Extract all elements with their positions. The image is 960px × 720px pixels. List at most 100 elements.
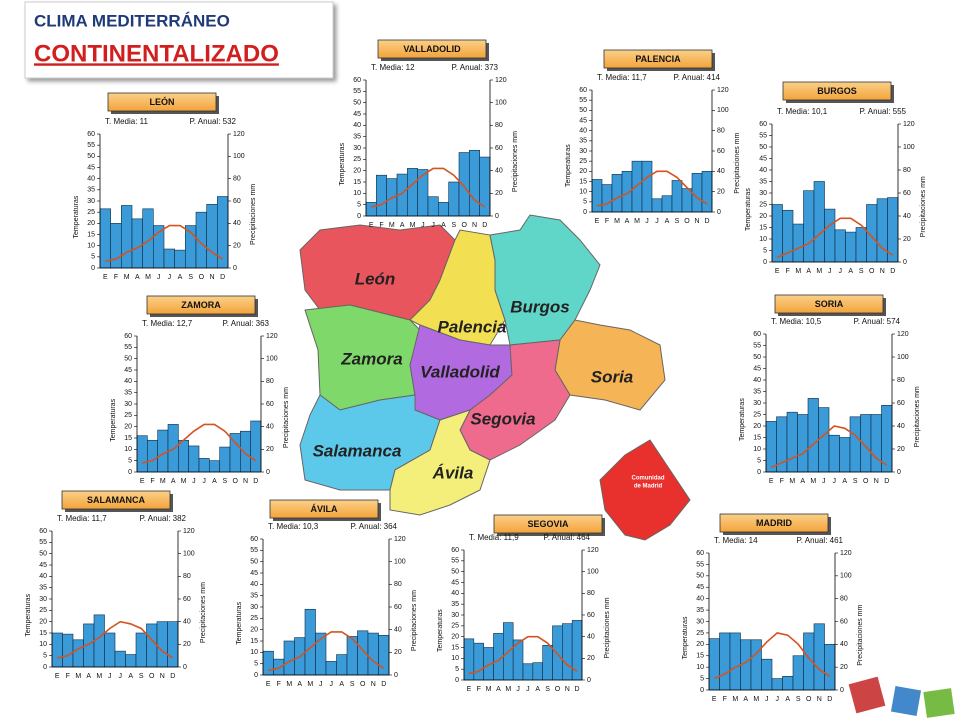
y2-tick-label: 40	[840, 641, 848, 648]
label-box	[269, 499, 379, 519]
bar	[167, 621, 179, 668]
x-tick-label: S	[139, 673, 144, 680]
x-tick-label: D	[170, 673, 175, 680]
x-tick-label: F	[150, 478, 154, 485]
x-tick-label: F	[114, 274, 118, 281]
bar	[240, 430, 251, 473]
x-tick-label: J	[526, 686, 530, 693]
x-tick-label: J	[822, 478, 826, 485]
y-axis-label: Temperaturas	[110, 398, 117, 441]
y-tick-label: 20	[696, 641, 704, 648]
temperature-line	[776, 217, 894, 259]
x-tick-label: J	[828, 268, 832, 275]
x-tick-label: N	[817, 696, 822, 703]
y-tick-label: 50	[451, 569, 459, 576]
y-tick-label: 20	[39, 619, 47, 626]
y-tick-label: 30	[250, 604, 258, 611]
x-tick-label: A	[400, 222, 405, 229]
y2-axis-label: Precipitaciones mm	[250, 184, 257, 245]
x-tick-label: J	[516, 686, 520, 693]
y-tick-label: 45	[353, 111, 361, 118]
x-tick-label: M	[181, 478, 187, 485]
bar	[463, 638, 475, 681]
x-tick-label: A	[171, 478, 176, 485]
y-tick-label: 5	[254, 661, 258, 668]
chart-title: PALENCIA	[635, 54, 681, 64]
y-tick-label: 35	[353, 134, 361, 141]
y-tick-label: 20	[353, 168, 361, 175]
y-tick-label: 40	[353, 122, 361, 129]
y2-tick-label: 0	[903, 259, 907, 266]
x-tick-label: J	[330, 681, 334, 688]
y2-tick-label: 80	[495, 122, 503, 129]
y-tick-label: 0	[254, 672, 258, 679]
x-tick-label: N	[880, 268, 885, 275]
temperature-line	[105, 224, 224, 263]
y-axis-label: Temperaturas	[339, 142, 346, 185]
bar	[156, 621, 168, 668]
y-tick-label: 10	[696, 664, 704, 671]
bar	[469, 149, 480, 217]
y-tick-label: 0	[455, 677, 459, 684]
x-tick-label: M	[410, 222, 416, 229]
y-tick-label: 55	[39, 539, 47, 546]
y2-axis-label: Precipitaciones mm	[604, 597, 611, 658]
stat: P. Anual: 364	[350, 522, 397, 531]
x-tick-label: E	[467, 686, 472, 693]
bar	[325, 661, 337, 676]
y-tick-label: 25	[250, 615, 258, 622]
y-tick-label: 50	[87, 153, 95, 160]
y2-tick-label: 120	[233, 131, 245, 138]
x-tick-label: A	[339, 681, 344, 688]
y-tick-label: 10	[759, 236, 767, 243]
x-tick-label: E	[775, 268, 780, 275]
bar	[209, 460, 220, 473]
bar	[146, 623, 158, 668]
y-axis-label: Temperaturas	[739, 398, 746, 441]
y2-tick-label: 40	[903, 213, 911, 220]
climograph: PALENCIA T. Media: 11,7 P. Anual: 414 0 5 10 1…	[565, 49, 741, 225]
y2-tick-label: 40	[183, 619, 191, 626]
y2-tick-label: 120	[183, 528, 195, 535]
y-axis-label: Temperaturas	[73, 195, 80, 238]
y-tick-label: 50	[250, 559, 258, 566]
x-tick-label: E	[769, 478, 774, 485]
x-tick-label: O	[149, 673, 155, 680]
y-tick-label: 20	[451, 634, 459, 641]
temperature-line	[141, 423, 257, 464]
y-tick-label: 20	[124, 424, 132, 431]
label-box	[782, 81, 892, 101]
x-tick-label: M	[486, 686, 492, 693]
bar	[219, 446, 231, 473]
province-label: Valladolid	[420, 362, 500, 381]
y-tick-label: 10	[579, 189, 587, 196]
x-tick-label: M	[816, 268, 822, 275]
chart-title: VALLADOLID	[403, 44, 461, 54]
bar	[262, 650, 274, 676]
y-tick-label: 50	[753, 354, 761, 361]
y-tick-label: 50	[353, 100, 361, 107]
y-tick-label: 40	[759, 167, 767, 174]
y2-axis-label: Precipitaciones mm	[512, 131, 519, 192]
y-tick-label: 30	[39, 596, 47, 603]
bar	[273, 658, 285, 676]
y-tick-label: 60	[124, 333, 132, 340]
y2-tick-label: 40	[495, 168, 503, 175]
x-tick-label: A	[535, 686, 540, 693]
y-tick-label: 15	[451, 644, 459, 651]
y2-tick-label: 40	[587, 634, 595, 641]
x-tick-label: A	[178, 274, 183, 281]
y-axis-label: Temperaturas	[236, 601, 243, 644]
bar	[765, 421, 777, 473]
y-tick-label: 45	[579, 117, 587, 124]
chart-title: LEÓN	[149, 96, 174, 107]
y2-tick-label: 60	[394, 604, 402, 611]
y2-tick-label: 40	[266, 424, 274, 431]
y2-tick-label: 60	[717, 148, 725, 155]
climograph: ZAMORA T. Media: 12,7 P. Anual: 363 0 5 10 15 2…	[110, 295, 290, 485]
x-tick-label: S	[853, 478, 858, 485]
y-tick-label: 50	[579, 107, 587, 114]
bar	[562, 623, 573, 681]
y-tick-label: 60	[353, 77, 361, 84]
y2-tick-label: 100	[266, 356, 278, 363]
